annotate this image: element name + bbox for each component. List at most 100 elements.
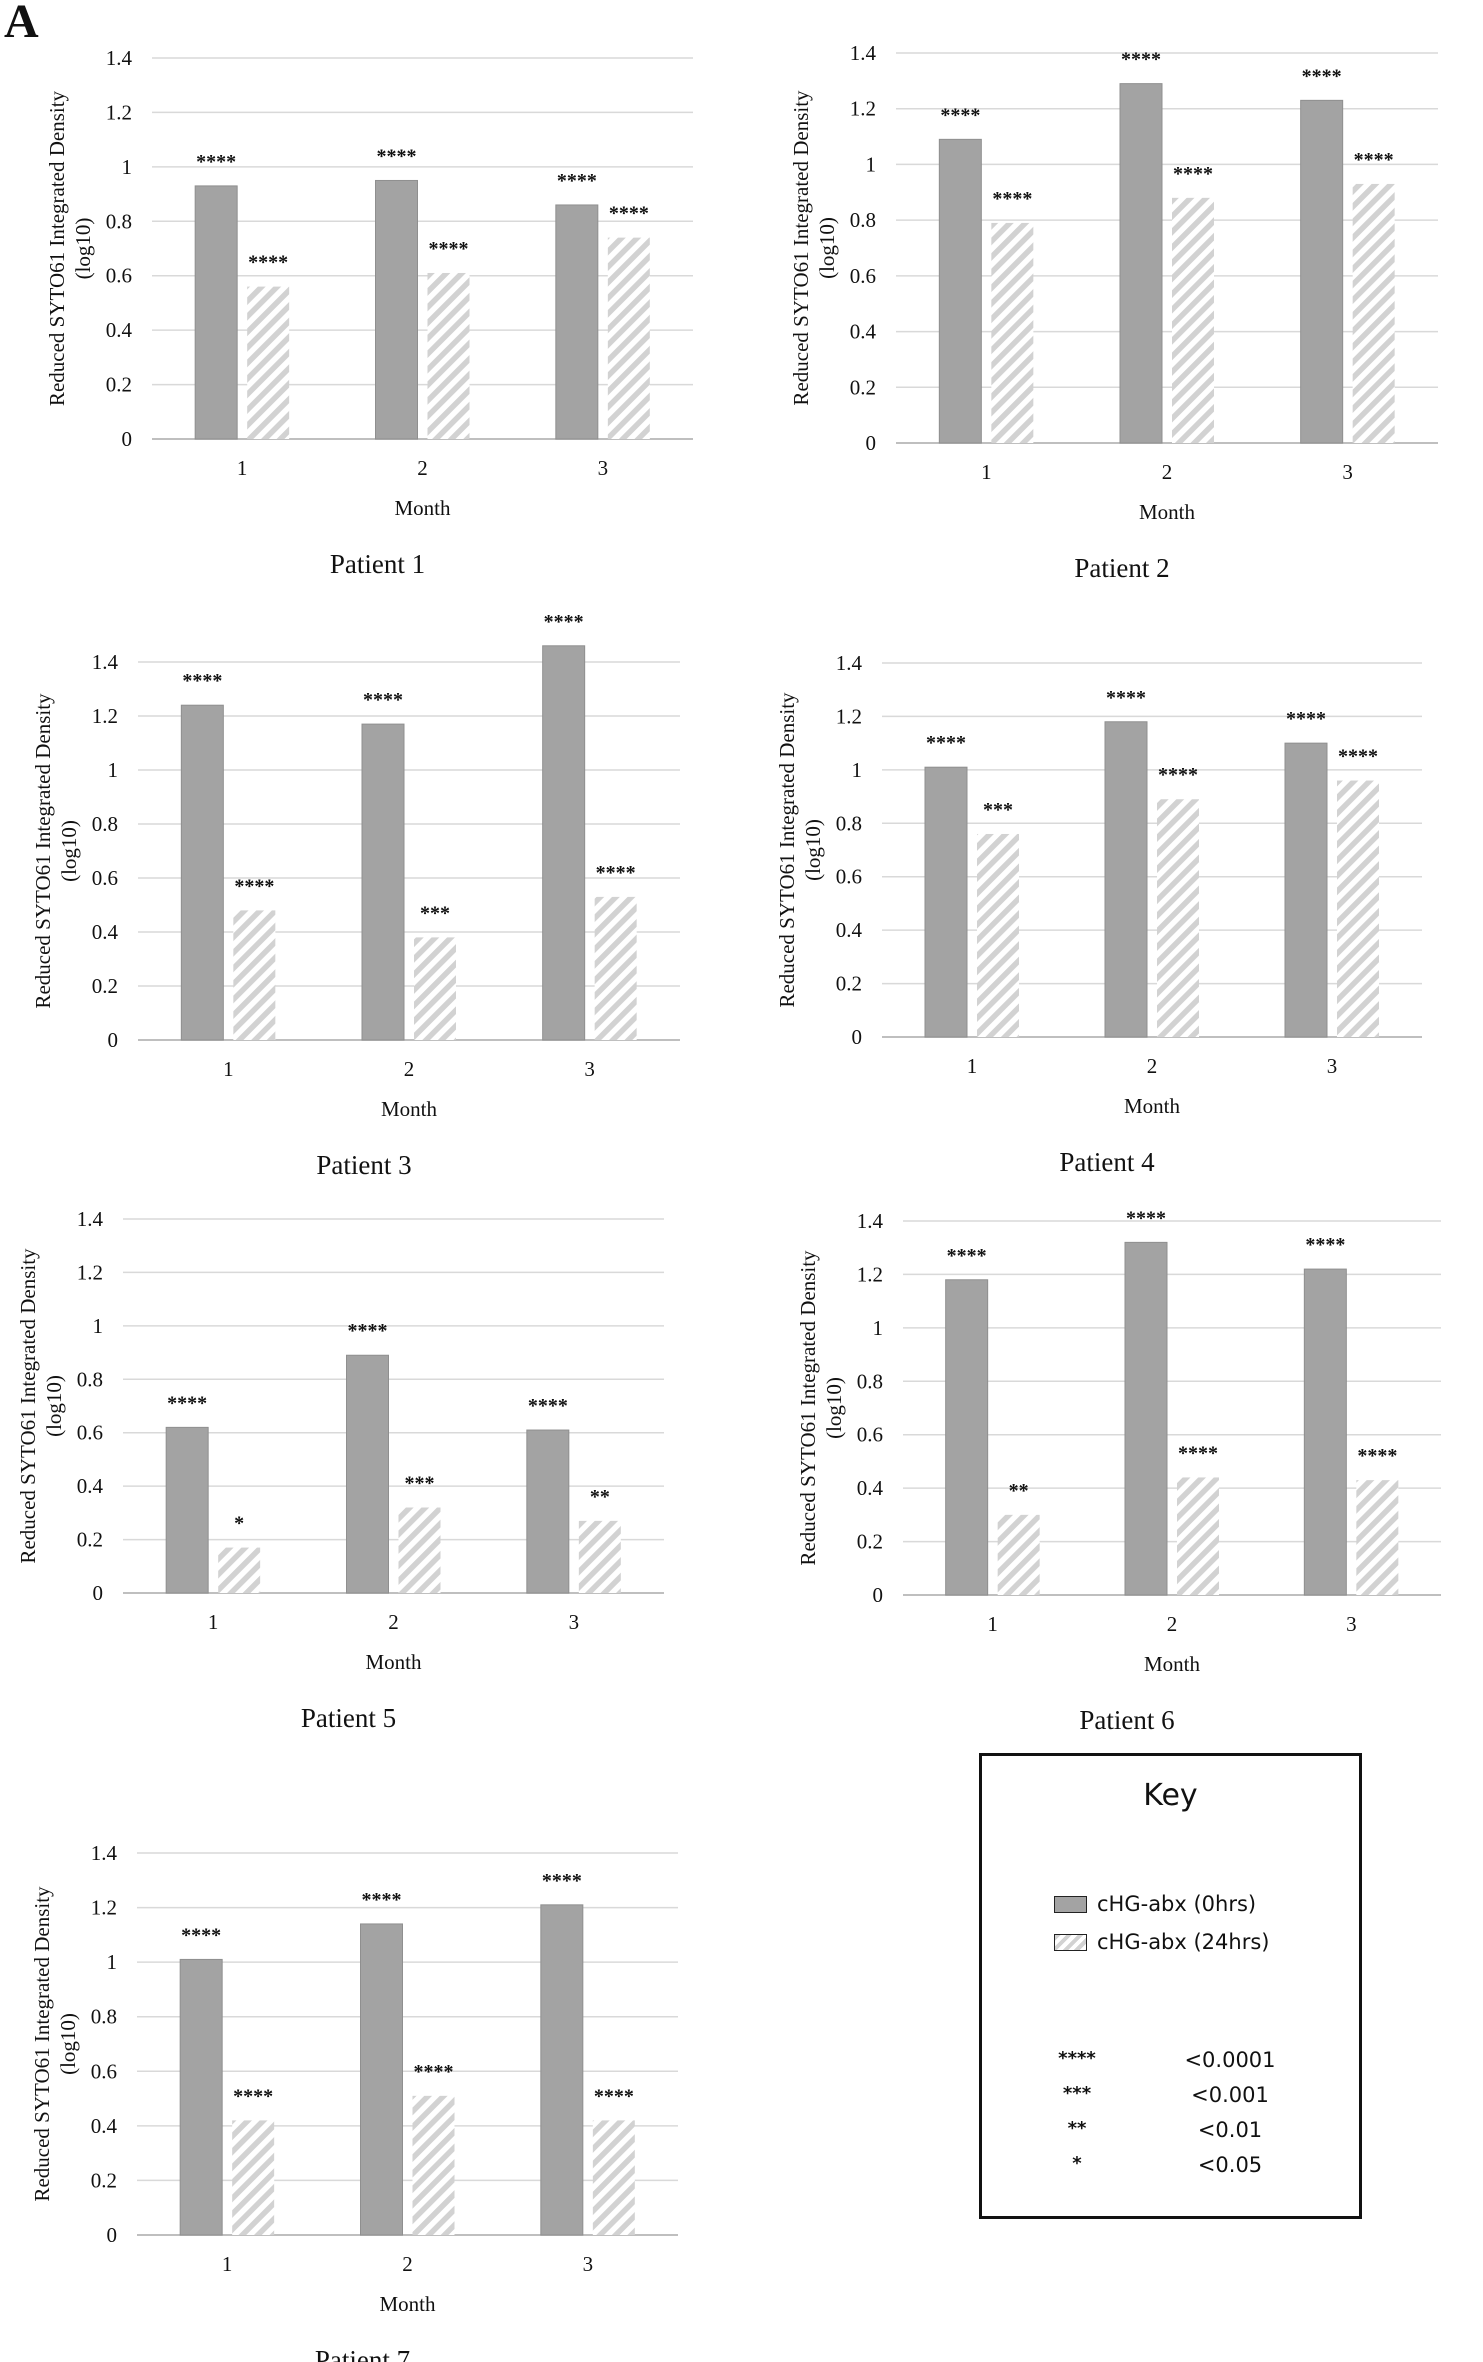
- bar-24hrs: [1177, 1477, 1219, 1595]
- y-tick-label: 1.4: [77, 1207, 104, 1231]
- significance-p-value: <0.05: [1197, 2153, 1263, 2177]
- x-tick-label: 2: [1162, 460, 1173, 484]
- significance-row: *** <0.001: [1022, 2083, 1322, 2109]
- x-axis-title: Month: [1144, 1652, 1201, 1676]
- bar-24hrs: [414, 937, 456, 1040]
- x-tick-label: 2: [404, 1057, 415, 1081]
- bar-24hrs: [991, 222, 1034, 443]
- y-axis-title: Reduced SYTO61 Integrated Density: [45, 90, 69, 406]
- y-tick-label: 0.8: [77, 1367, 103, 1391]
- significance-label: ****: [377, 145, 417, 167]
- x-tick-label: 2: [388, 1610, 399, 1634]
- x-tick-label: 3: [1346, 1612, 1357, 1636]
- significance-label: ****: [1158, 764, 1198, 786]
- significance-label: ****: [182, 670, 222, 692]
- x-axis-title: Month: [379, 2292, 436, 2316]
- x-tick-label: 3: [584, 1057, 595, 1081]
- significance-label: ****: [233, 2085, 273, 2107]
- bar-0hrs: [1104, 721, 1148, 1038]
- x-tick-label: 2: [1167, 1612, 1178, 1636]
- significance-label: ****: [947, 1245, 987, 1267]
- x-tick-label: 1: [967, 1054, 978, 1078]
- significance-label: ****: [1178, 1442, 1218, 1464]
- y-tick-label: 1.4: [92, 650, 119, 674]
- bar-0hrs: [540, 1904, 584, 2236]
- significance-p-value: <0.0001: [1184, 2048, 1276, 2072]
- legend-label-0hrs: cHG-abx (0hrs): [1097, 1892, 1257, 1916]
- y-axis-title-unit: (log10): [57, 820, 81, 882]
- significance-label: ****: [544, 611, 584, 633]
- y-tick-label: 0.2: [106, 373, 132, 397]
- bar-0hrs: [346, 1354, 389, 1594]
- bar-0hrs: [542, 645, 586, 1041]
- significance-label: ****: [542, 1870, 582, 1892]
- y-tick-label: 1: [108, 758, 119, 782]
- y-tick-label: 0.4: [92, 920, 119, 944]
- x-axis-title: Month: [1139, 500, 1196, 524]
- chart-title: Patient 5: [301, 1703, 396, 1733]
- y-tick-label: 0.8: [850, 208, 876, 232]
- bar-24hrs: [412, 2095, 455, 2235]
- legend-item-0hrs: cHG-abx (0hrs): [1054, 1892, 1257, 1916]
- significance-stars: ****: [1058, 2048, 1096, 2069]
- significance-label: ****: [363, 689, 403, 711]
- bar-24hrs: [233, 910, 276, 1040]
- y-axis-title: Reduced SYTO61 Integrated Density: [775, 692, 799, 1008]
- x-tick-label: 1: [987, 1612, 998, 1636]
- significance-label: ****: [528, 1395, 568, 1417]
- y-axis-title-unit: (log10): [801, 819, 825, 881]
- y-axis-title-unit: (log10): [815, 217, 839, 279]
- bar-0hrs: [1124, 1241, 1168, 1596]
- significance-label: ****: [926, 732, 966, 754]
- key-title: Key: [1143, 1778, 1198, 1813]
- significance-label: **: [590, 1486, 610, 1508]
- bar-24hrs: [977, 833, 1019, 1037]
- legend-swatch-hatched: [1054, 1933, 1087, 1951]
- significance-label: ****: [348, 1320, 388, 1342]
- chart-title: Patient 2: [1074, 553, 1169, 583]
- significance-stars: *: [1072, 2153, 1082, 2174]
- significance-label: ****: [1302, 65, 1342, 87]
- x-axis-title: Month: [381, 1097, 438, 1121]
- y-tick-label: 0.6: [92, 866, 118, 890]
- y-tick-label: 0.4: [857, 1476, 884, 1500]
- y-tick-label: 0.2: [92, 974, 118, 998]
- x-tick-label: 3: [1327, 1054, 1338, 1078]
- bar-24hrs: [398, 1507, 441, 1593]
- y-axis-title: Reduced SYTO61 Integrated Density: [31, 693, 55, 1009]
- y-tick-label: 1: [93, 1314, 104, 1338]
- bar-24hrs: [247, 286, 290, 439]
- y-tick-label: 1.2: [91, 1896, 117, 1920]
- y-tick-label: 1.4: [850, 41, 877, 65]
- y-tick-label: 1.2: [106, 100, 132, 124]
- significance-label: ****: [557, 170, 597, 192]
- y-tick-label: 0.8: [857, 1369, 883, 1393]
- legend-label-24hrs: cHG-abx (24hrs): [1097, 1930, 1270, 1954]
- significance-label: ***: [405, 1473, 435, 1495]
- bar-24hrs: [578, 1520, 621, 1593]
- bar-0hrs: [1284, 742, 1328, 1038]
- x-tick-label: 2: [417, 456, 428, 480]
- y-tick-label: 0.8: [92, 812, 118, 836]
- y-tick-label: 1: [122, 155, 133, 179]
- bar-0hrs: [924, 766, 968, 1038]
- bar-0hrs: [938, 138, 982, 444]
- y-tick-label: 1: [873, 1316, 884, 1340]
- bar-0hrs: [165, 1426, 209, 1594]
- y-tick-label: 0.4: [106, 318, 133, 342]
- bar-0hrs: [194, 185, 238, 440]
- bar-24hrs: [607, 237, 650, 439]
- x-tick-label: 1: [208, 1610, 219, 1634]
- y-tick-label: 0.6: [91, 2059, 117, 2083]
- significance-label: ****: [362, 1889, 402, 1911]
- bar-24hrs: [594, 896, 637, 1040]
- x-tick-label: 2: [1147, 1054, 1158, 1078]
- bar-24hrs: [427, 272, 470, 439]
- x-axis-title: Month: [394, 496, 451, 520]
- bar-0hrs: [945, 1279, 989, 1596]
- significance-label: ****: [167, 1392, 207, 1414]
- significance-label: ****: [609, 203, 649, 225]
- y-axis-title-unit: (log10): [71, 218, 95, 280]
